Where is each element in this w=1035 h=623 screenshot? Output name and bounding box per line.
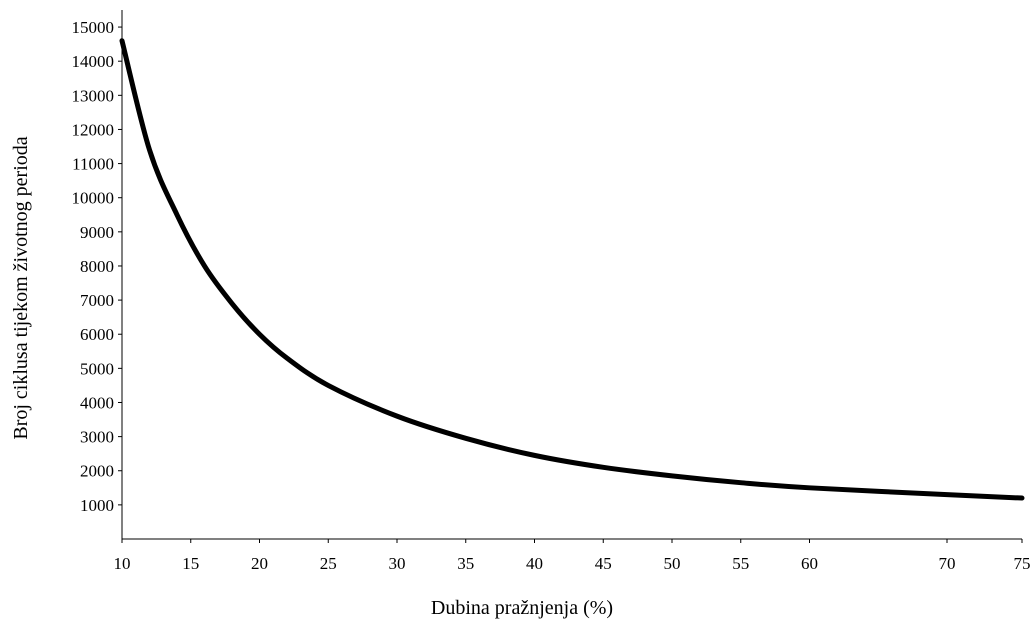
y-tick-label: 13000: [72, 86, 115, 105]
y-tick-label: 12000: [72, 120, 115, 139]
y-axis-title: Broj ciklusa tijekom životnog perioda: [10, 136, 32, 439]
x-axis-ticks: 10 15 20 25 30 35 40 45 50 55 60 70 75: [114, 539, 1031, 573]
y-tick-label: 7000: [80, 291, 114, 310]
x-tick-label: 40: [526, 554, 543, 573]
y-tick-label: 9000: [80, 223, 114, 242]
x-tick-label: 30: [389, 554, 406, 573]
y-tick-label: 4000: [80, 393, 114, 412]
x-tick-label: 60: [801, 554, 818, 573]
x-tick-label: 70: [939, 554, 956, 573]
y-axis-ticks: 1000 2000 3000 4000 5000 6000 7000 8000 9000 1000…: [72, 18, 122, 515]
x-tick-label: 45: [595, 554, 612, 573]
x-tick-label: 15: [182, 554, 199, 573]
y-tick-label: 6000: [80, 325, 114, 344]
x-tick-label: 10: [114, 554, 131, 573]
x-tick-label: 35: [457, 554, 474, 573]
x-tick-label: 75: [1014, 554, 1031, 573]
y-tick-label: 1000: [80, 496, 114, 515]
x-tick-label: 20: [251, 554, 268, 573]
y-tick-label: 3000: [80, 428, 114, 447]
y-tick-label: 2000: [80, 462, 114, 481]
y-tick-label: 11000: [72, 155, 114, 174]
y-tick-label: 14000: [72, 52, 115, 71]
axes: [121, 10, 1022, 540]
x-axis-title: Dubina pražnjenja (%): [431, 597, 613, 619]
x-tick-label: 25: [320, 554, 337, 573]
y-tick-label: 5000: [80, 359, 114, 378]
y-tick-label: 8000: [80, 257, 114, 276]
series-line: [119, 38, 1025, 501]
x-tick-label: 50: [664, 554, 681, 573]
series-layer: [119, 38, 1025, 501]
y-tick-label: 10000: [72, 189, 115, 208]
y-tick-label: 15000: [72, 18, 115, 37]
x-tick-label: 55: [732, 554, 749, 573]
